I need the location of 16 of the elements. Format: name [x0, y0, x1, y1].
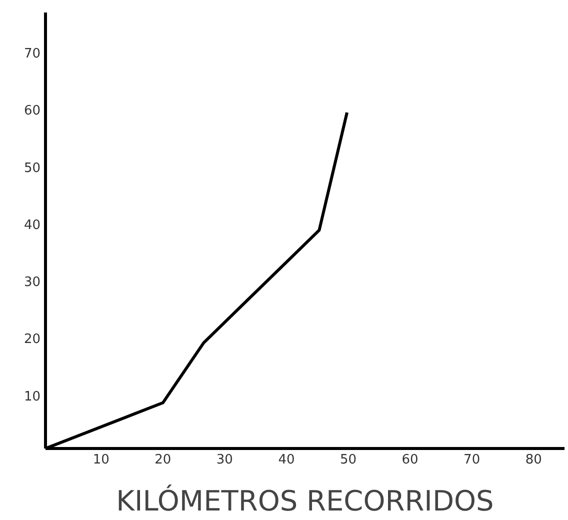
y-tick-label: 40 [24, 218, 41, 233]
y-tick-label: 10 [24, 389, 41, 404]
x-tick-label: 10 [92, 452, 110, 468]
x-axis-title: KILÓMETROS RECORRIDOS [116, 484, 494, 518]
y-tick-label: 30 [24, 275, 41, 290]
x-tick-label: 40 [278, 452, 295, 468]
y-tick-label: 60 [24, 104, 41, 119]
x-tick-label: 30 [216, 452, 233, 468]
x-tick-label: 80 [525, 452, 542, 468]
x-tick-label: 70 [464, 452, 480, 468]
x-tick-label: 60 [402, 452, 418, 468]
x-tick-label: 50 [340, 452, 357, 468]
y-tick-label: 70 [24, 46, 41, 62]
y-tick-label: 50 [24, 160, 41, 176]
y-tick-label: 20 [24, 332, 41, 348]
x-tick-label: 20 [154, 452, 172, 468]
